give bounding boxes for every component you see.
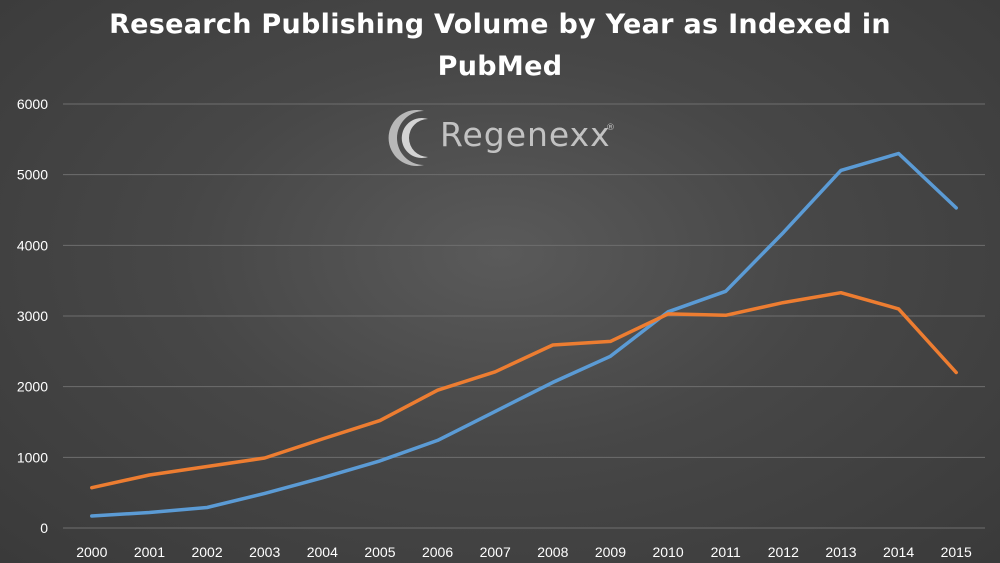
chart-title-line-1: Research Publishing Volume by Year as In… xyxy=(109,9,891,40)
x-tick-label: 2009 xyxy=(595,544,626,560)
series-1-point xyxy=(90,514,94,518)
chart-title-line-2: PubMed xyxy=(437,51,563,82)
series-1-point xyxy=(378,459,382,463)
x-tick-label: 2001 xyxy=(134,544,165,560)
series-line-2 xyxy=(90,290,958,490)
y-tick-label: 2000 xyxy=(17,379,48,395)
series-1-point xyxy=(147,510,151,514)
series-1-point xyxy=(436,438,440,442)
chart-title: Research Publishing Volume by Year as In… xyxy=(0,4,1000,88)
x-tick-label: 2014 xyxy=(883,544,914,560)
series-2-point xyxy=(839,291,843,295)
y-tick-label: 0 xyxy=(40,520,48,536)
x-tick-label: 2007 xyxy=(480,544,511,560)
series-2-point xyxy=(724,313,728,317)
series-2-point xyxy=(436,388,440,392)
y-tick-label: 3000 xyxy=(17,308,48,324)
y-tick-label: 4000 xyxy=(17,237,48,253)
series-1-point xyxy=(493,409,497,413)
series-2-point xyxy=(90,486,94,490)
series-line-1 xyxy=(90,151,958,518)
series-1-point xyxy=(320,476,324,480)
x-tick-label: 2006 xyxy=(422,544,453,560)
series-1-point xyxy=(781,231,785,235)
regenexx-logo-mark-icon xyxy=(388,110,428,166)
y-tick-label: 6000 xyxy=(17,96,48,112)
series-1-point xyxy=(608,354,612,358)
series-1-point xyxy=(954,206,958,210)
x-tick-label: 2013 xyxy=(825,544,856,560)
series-2-point xyxy=(493,370,497,374)
series-1-point xyxy=(263,491,267,495)
x-tick-label: 2002 xyxy=(191,544,222,560)
x-tick-label: 2015 xyxy=(941,544,972,560)
x-tick-label: 2008 xyxy=(537,544,568,560)
series-1-point xyxy=(839,168,843,172)
series-1-point xyxy=(205,506,209,510)
series-2-point xyxy=(263,456,267,460)
series-2-point xyxy=(551,343,555,347)
series-2-point xyxy=(378,419,382,423)
x-tick-label: 2004 xyxy=(307,544,338,560)
x-tick-label: 2000 xyxy=(76,544,107,560)
x-tick-label: 2012 xyxy=(768,544,799,560)
y-tick-label: 1000 xyxy=(17,449,48,465)
series-1-point xyxy=(897,151,901,155)
series-2-point xyxy=(781,301,785,305)
series-2-point xyxy=(954,371,958,375)
series-1-point xyxy=(724,289,728,293)
x-tick-label: 2003 xyxy=(249,544,280,560)
y-tick-label: 5000 xyxy=(17,167,48,183)
series-2-point xyxy=(666,312,670,316)
series-1-point xyxy=(551,380,555,384)
registered-mark: ® xyxy=(606,123,615,133)
series-2-point xyxy=(608,339,612,343)
series-2-point xyxy=(320,437,324,441)
regenexx-logo: Regenexx ® xyxy=(384,103,624,173)
x-tick-label: 2010 xyxy=(652,544,683,560)
series-2-point xyxy=(147,473,151,477)
x-tick-label: 2005 xyxy=(364,544,395,560)
series-2-point xyxy=(205,465,209,469)
logo-text: Regenexx xyxy=(440,115,611,154)
x-tick-label: 2011 xyxy=(711,544,741,560)
series-2-point xyxy=(897,307,901,311)
